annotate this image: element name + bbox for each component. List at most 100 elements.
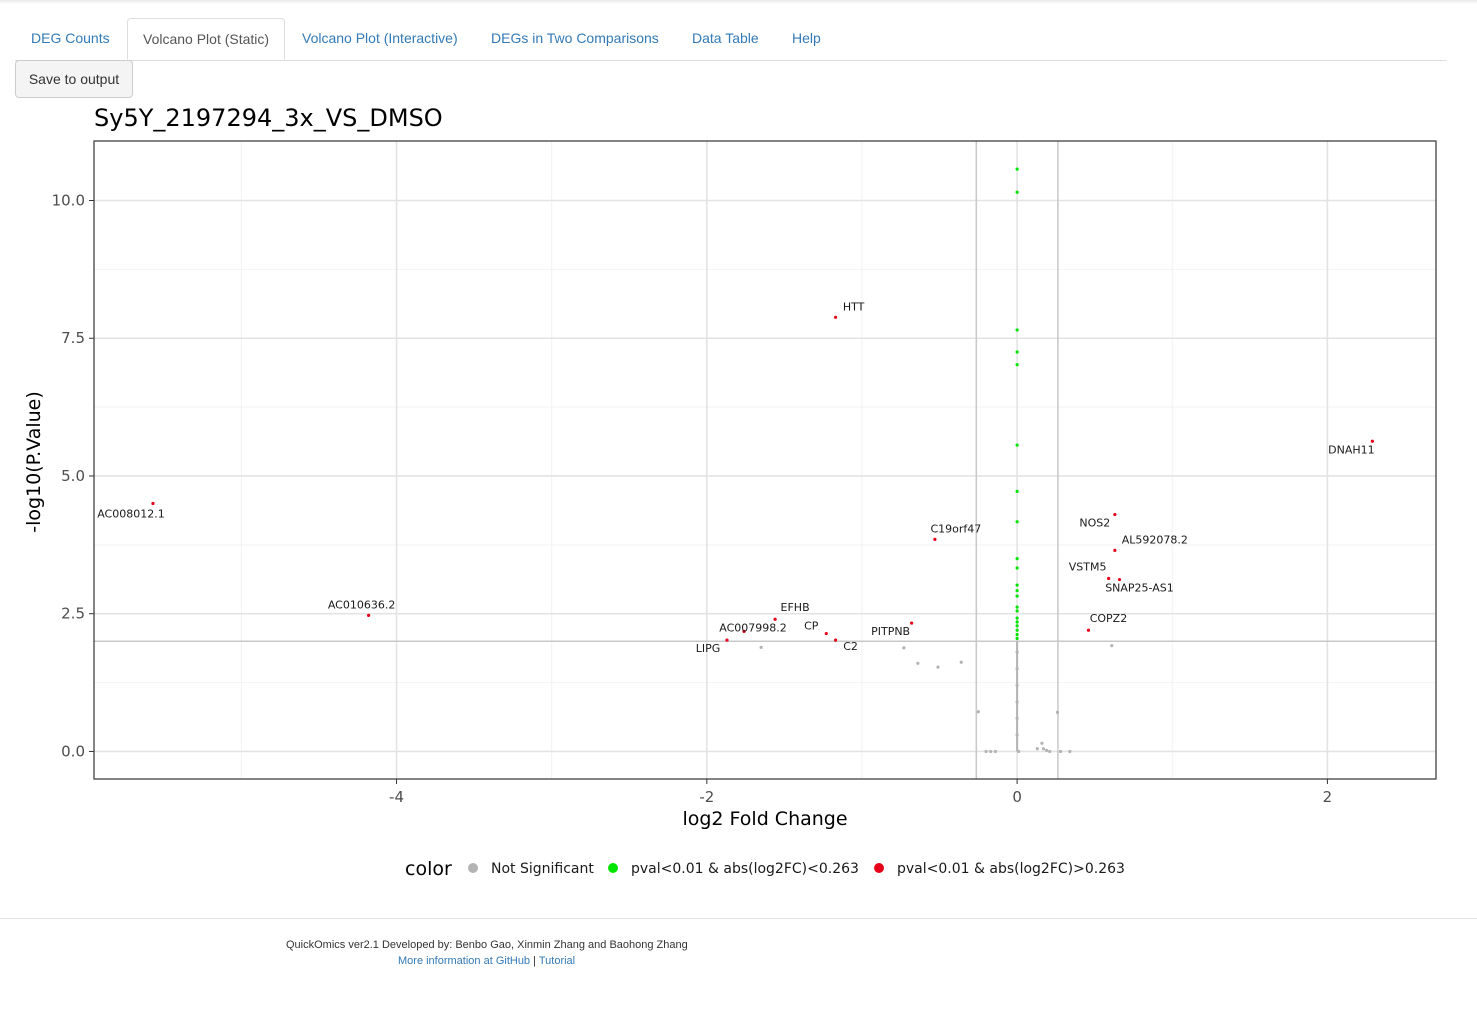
reference-lines: [94, 141, 1436, 779]
point-not-significant: [1044, 748, 1049, 752]
point-not-significant: [1015, 683, 1019, 687]
x-tick-label: -4: [389, 788, 404, 806]
point-green: [1015, 583, 1019, 587]
x-axis-label: log2 Fold Change: [682, 808, 847, 830]
point-not-significant: [902, 646, 906, 650]
tutorial-link[interactable]: Tutorial: [538, 955, 576, 967]
point-green: [1015, 190, 1019, 194]
point-red: [742, 629, 746, 633]
point-red: [151, 501, 155, 506]
point-red: [1113, 512, 1117, 517]
tab-bar: DEG Counts Volcano Plot (Static) Volcano…: [15, 18, 1447, 61]
x-axis-ticks: -4 -2 0 2: [389, 779, 1332, 806]
save-to-output-button[interactable]: Save to output: [15, 60, 133, 98]
tab-data-table[interactable]: Data Table: [692, 30, 759, 46]
point-green: [1015, 489, 1019, 494]
y-tick-label: 10.0: [52, 192, 85, 210]
point-green: [1015, 594, 1019, 598]
point-not-significant: [1015, 733, 1019, 737]
point-label: C19orf47: [930, 522, 981, 535]
point-label: AL592078.2: [1122, 533, 1188, 546]
chart-title: Sy5Y_2197294_3x_VS_DMSO: [94, 104, 443, 132]
point-green: [1015, 363, 1019, 367]
point-green: [1015, 616, 1019, 620]
point-red: [1370, 439, 1374, 443]
point-green: [1015, 633, 1019, 637]
footer-divider: [0, 918, 1477, 919]
point-not-significant: [916, 661, 920, 665]
point-green: [1015, 328, 1019, 332]
point-green: [1015, 557, 1019, 561]
point-red: [933, 537, 937, 541]
point-red: [367, 613, 371, 617]
point-red: [725, 638, 729, 642]
point-red: [833, 638, 838, 642]
point-red: [833, 315, 838, 319]
footer-credit: QuickOmics ver2.1 Developed by: Benbo Ga…: [286, 939, 688, 951]
tab-volcano-interactive[interactable]: Volcano Plot (Interactive): [302, 30, 458, 46]
point-not-significant: [1017, 749, 1021, 754]
point-red: [773, 617, 777, 621]
point-not-significant: [1068, 749, 1072, 754]
point-label: CP: [804, 620, 819, 633]
legend-key-green: [608, 863, 618, 873]
point-label: COPZ2: [1090, 612, 1128, 625]
point-label: LIPG: [696, 642, 721, 655]
point-not-significant: [959, 660, 963, 664]
tab-help[interactable]: Help: [792, 30, 821, 46]
tab-degs-two-comparisons[interactable]: DEGs in Two Comparisons: [491, 30, 659, 46]
point-not-significant: [1055, 710, 1060, 714]
legend-label-not-significant: Not Significant: [491, 861, 594, 877]
point-not-significant: [1058, 749, 1063, 754]
point-not-significant: [1015, 700, 1019, 704]
point-not-significant: [984, 749, 988, 754]
legend-title: color: [405, 858, 452, 880]
point-green: [1015, 520, 1019, 524]
point-label: PITPNB: [871, 625, 910, 638]
point-not-significant: [936, 665, 940, 669]
point-label: DNAH11: [1328, 443, 1375, 456]
legend-label-green: pval<0.01 & abs(log2FC)<0.263: [631, 861, 859, 877]
tab-volcano-static[interactable]: Volcano Plot (Static): [127, 18, 286, 60]
point-not-significant: [1015, 716, 1019, 720]
point-label: AC007998.2: [719, 621, 787, 634]
point-label: AC010636.2: [328, 598, 396, 611]
point-green: [1015, 350, 1019, 354]
footer-links: More information at GitHub | Tutorial: [398, 955, 575, 967]
point-label: C2: [843, 640, 858, 653]
x-tick-label: 2: [1323, 788, 1333, 806]
point-not-significant: [976, 710, 980, 714]
point-green: [1015, 566, 1019, 570]
point-not-significant: [989, 749, 993, 754]
point-label: NOS2: [1079, 517, 1110, 530]
y-tick-label: 2.5: [61, 605, 85, 623]
legend-key-not-significant: [468, 863, 478, 873]
y-tick-label: 5.0: [61, 467, 85, 485]
point-red: [910, 621, 914, 625]
point-label: EFHB: [781, 601, 810, 614]
point-not-significant: [1048, 749, 1052, 754]
github-link[interactable]: More information at GitHub: [398, 955, 531, 967]
point-not-significant: [1015, 667, 1019, 671]
point-not-significant: [1041, 747, 1046, 751]
x-tick-label: -2: [699, 788, 714, 806]
top-shadow: [0, 0, 1477, 4]
point-green: [1015, 620, 1019, 624]
points-layer: [151, 167, 1374, 754]
point-red: [1113, 548, 1117, 552]
point-green: [1015, 605, 1019, 609]
point-red: [1107, 576, 1111, 581]
point-labels-layer: AC008012.1 AC010636.2 HTT EFHB AC007998.2 CP L…: [97, 300, 1374, 655]
y-tick-label: 7.5: [61, 329, 85, 347]
point-green: [1015, 167, 1019, 171]
point-green: [1015, 636, 1019, 641]
point-green: [1015, 443, 1019, 447]
legend-key-red: [874, 863, 884, 873]
tab-deg-counts[interactable]: DEG Counts: [31, 30, 110, 46]
point-not-significant: [759, 645, 763, 649]
y-axis-ticks: 0.0 2.5 5.0 7.5 10.0: [52, 192, 94, 760]
point-not-significant: [1015, 650, 1019, 654]
point-label: SNAP25-AS1: [1105, 582, 1174, 595]
point-not-significant: [1040, 741, 1044, 745]
point-red: [1086, 628, 1091, 632]
